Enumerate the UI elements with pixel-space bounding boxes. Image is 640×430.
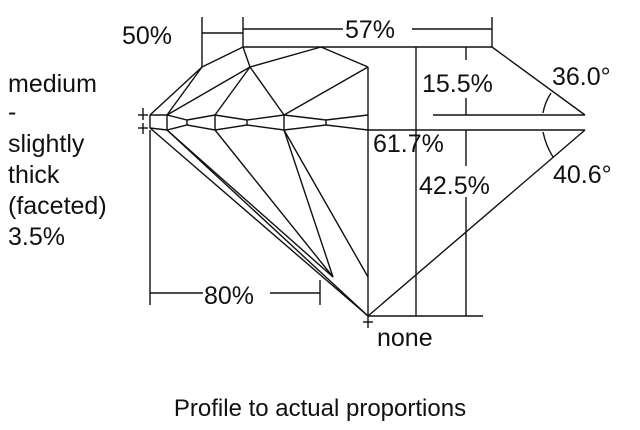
total-depth-label: 61.7% bbox=[373, 130, 444, 158]
crown-angle-label: 36.0° bbox=[552, 63, 611, 91]
girdle-label: medium - slightly thick (faceted) 3.5% bbox=[8, 70, 107, 251]
girdle-label-line: 3.5% bbox=[8, 223, 65, 251]
diamond-outline bbox=[149, 46, 586, 317]
star-length-label: 50% bbox=[122, 22, 172, 50]
girdle-label-line: slightly bbox=[8, 130, 85, 158]
girdle-label-line: - bbox=[8, 98, 16, 126]
table-label: 57% bbox=[345, 16, 395, 44]
lower-half-label: 80% bbox=[204, 282, 254, 310]
dimension-lines bbox=[138, 17, 493, 328]
girdle-label-line: medium bbox=[8, 70, 97, 98]
crown-height-label: 15.5% bbox=[422, 70, 493, 98]
caption: Profile to actual proportions bbox=[174, 395, 466, 422]
culet-label: none bbox=[377, 324, 433, 352]
girdle-label-line: (faceted) bbox=[8, 192, 107, 220]
pavilion-depth-label: 42.5% bbox=[419, 172, 490, 200]
pavilion-angle-label: 40.6° bbox=[553, 161, 612, 189]
girdle-label-line: thick bbox=[8, 161, 60, 189]
